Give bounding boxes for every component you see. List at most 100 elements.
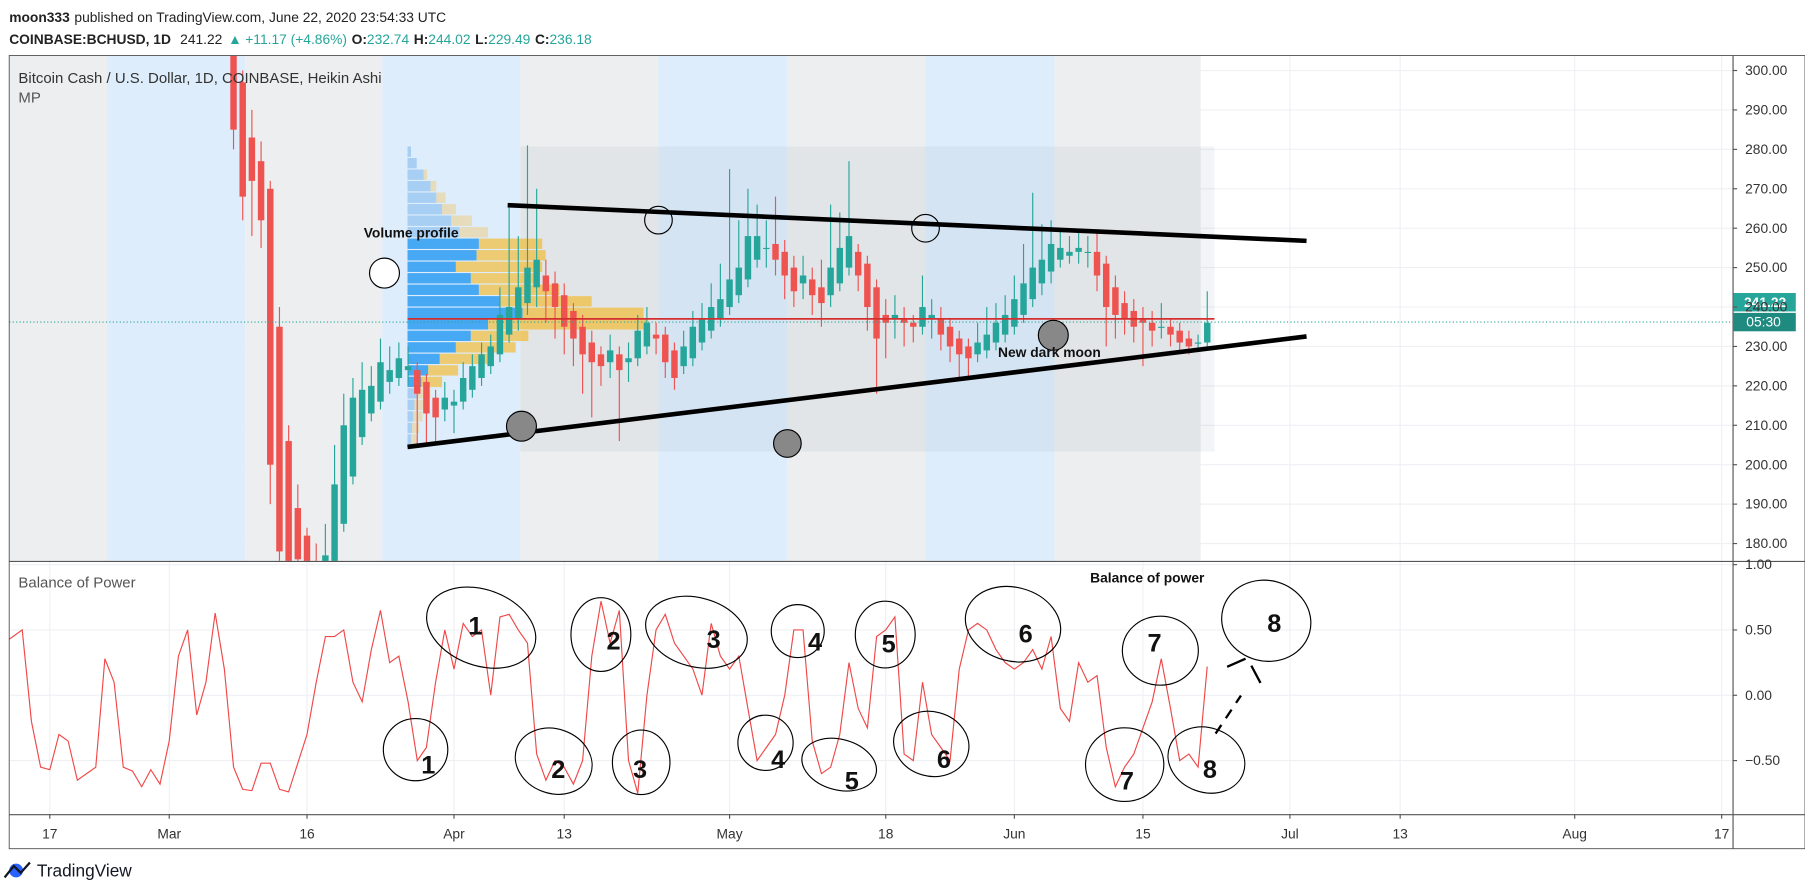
moon-circle bbox=[368, 257, 401, 289]
candle-body bbox=[992, 322, 1000, 343]
vp-down bbox=[522, 307, 644, 318]
candle-body bbox=[836, 247, 844, 284]
y-tick-label: 200.00 bbox=[1745, 456, 1788, 472]
bop-ellipse bbox=[1121, 615, 1199, 686]
bop-ellipse bbox=[1167, 726, 1246, 794]
vp-down bbox=[451, 215, 472, 226]
moon-circle bbox=[911, 213, 940, 243]
candle-body bbox=[946, 326, 954, 347]
trendline bbox=[507, 202, 1307, 244]
candle-body bbox=[1148, 322, 1156, 331]
price-tag-label: 241.22 bbox=[1744, 294, 1787, 310]
candle-body bbox=[652, 334, 660, 339]
vp-up bbox=[407, 319, 489, 330]
moon-band bbox=[245, 55, 383, 561]
candle-body bbox=[799, 275, 807, 284]
y-tick-label: −0.50 bbox=[1745, 752, 1780, 768]
candle-body bbox=[1075, 247, 1082, 252]
bop-number: 8 bbox=[1267, 610, 1281, 638]
vp-up bbox=[407, 157, 417, 169]
bop-ellipse bbox=[770, 604, 825, 659]
candle-body bbox=[900, 318, 908, 323]
candle-body bbox=[1121, 303, 1128, 319]
bop-number: 5 bbox=[845, 768, 859, 796]
bop-number: 7 bbox=[1120, 768, 1134, 796]
vp-down bbox=[442, 204, 456, 215]
candle-body bbox=[597, 354, 605, 367]
candle-body bbox=[1029, 267, 1036, 300]
drawings: Volume profile New dark moon Balance of … bbox=[364, 202, 1307, 735]
candle-body bbox=[1102, 263, 1110, 308]
vp-down bbox=[410, 434, 417, 445]
candle-body bbox=[358, 389, 366, 438]
candle-body bbox=[230, 55, 237, 130]
x-tick-label: Aug bbox=[1562, 825, 1587, 841]
candle-body bbox=[753, 236, 761, 260]
bop-ellipse bbox=[426, 586, 537, 669]
y-tick-label: 220.00 bbox=[1745, 377, 1788, 393]
candle-body bbox=[735, 267, 742, 296]
vp-up bbox=[407, 307, 523, 318]
bop-ellipse bbox=[893, 710, 970, 778]
candle-body bbox=[781, 251, 788, 276]
vp-down bbox=[470, 273, 540, 284]
y-tick-label: 210.00 bbox=[1745, 417, 1788, 433]
vp-up bbox=[407, 261, 456, 272]
y-tick-label: 230.00 bbox=[1745, 338, 1788, 354]
candle-body bbox=[1158, 326, 1165, 328]
x-tick-label: 18 bbox=[878, 825, 894, 841]
candle-body bbox=[854, 251, 862, 276]
candle-body bbox=[680, 346, 687, 367]
candle-body bbox=[1001, 314, 1009, 335]
candle-body bbox=[450, 401, 458, 406]
symbol: COINBASE:BCHUSD, 1D bbox=[9, 31, 171, 47]
candle-body bbox=[294, 508, 302, 560]
change: +11.17 (+4.86%) bbox=[245, 31, 347, 47]
vp-down bbox=[414, 399, 426, 411]
candle-body bbox=[772, 243, 779, 260]
vp-up bbox=[407, 388, 417, 399]
moon-circle bbox=[505, 410, 538, 442]
bop-ellipse bbox=[611, 729, 671, 796]
brand: TradingView bbox=[3, 860, 132, 880]
candle-body bbox=[533, 259, 540, 288]
candle-body bbox=[404, 366, 412, 371]
dashed-arrow bbox=[1214, 694, 1242, 735]
annotation: Volume profile bbox=[364, 224, 459, 240]
candle-body bbox=[616, 354, 623, 371]
countdown-tag bbox=[1733, 312, 1796, 332]
countdown-label: 05:30 bbox=[1746, 314, 1781, 330]
vp-down bbox=[413, 411, 423, 422]
candle-body bbox=[689, 326, 697, 359]
high: 244.02 bbox=[428, 31, 470, 47]
vp-up bbox=[407, 169, 424, 180]
bop-ellipse bbox=[645, 595, 748, 669]
arrow: ▲ bbox=[228, 31, 242, 47]
candle-body bbox=[974, 342, 981, 355]
bop-number: 8 bbox=[1203, 756, 1217, 784]
candle-body bbox=[1057, 247, 1064, 260]
candle-body bbox=[790, 267, 798, 292]
bop-ellipse bbox=[514, 727, 593, 795]
candle-body bbox=[423, 381, 430, 414]
candle-body bbox=[625, 358, 632, 363]
x-tick-label: May bbox=[717, 825, 743, 841]
candle-body bbox=[983, 334, 991, 351]
bop-annotations: 1 2 3 4 5 6 7 8 1 2 3 4 5 6 7 8 bbox=[382, 579, 1312, 803]
candle-body bbox=[1139, 318, 1147, 323]
candle-body bbox=[478, 354, 485, 378]
vp-up bbox=[407, 273, 471, 284]
annotation: Balance of power bbox=[1090, 570, 1205, 586]
candle-body bbox=[414, 370, 421, 394]
vp-up bbox=[407, 330, 471, 342]
candle-body bbox=[1047, 243, 1055, 272]
vp-up bbox=[407, 215, 452, 226]
y-tick-label: 240.00 bbox=[1745, 299, 1788, 315]
x-tick-label: Jun bbox=[1003, 825, 1025, 841]
candle-body bbox=[570, 310, 577, 339]
bop-number: 1 bbox=[421, 752, 435, 780]
y-tick-label: 250.00 bbox=[1745, 259, 1788, 275]
candle-body bbox=[1020, 283, 1027, 315]
bop-number: 7 bbox=[1148, 630, 1162, 658]
